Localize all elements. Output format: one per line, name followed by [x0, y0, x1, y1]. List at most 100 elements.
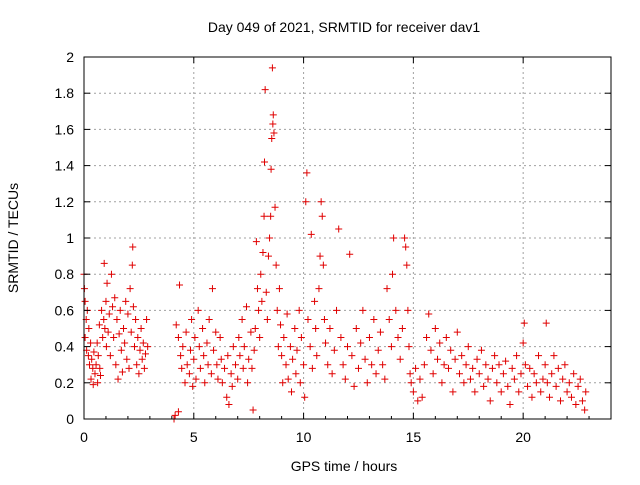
data-point [124, 310, 132, 318]
data-point [554, 364, 562, 372]
data-point [317, 198, 325, 206]
y-tick-label: 1.2 [55, 194, 75, 210]
data-point [122, 297, 130, 305]
data-point [247, 328, 255, 336]
data-point [99, 334, 107, 342]
data-point [291, 325, 299, 332]
data-point [389, 270, 397, 278]
data-point [427, 346, 435, 354]
data-point [179, 343, 187, 351]
data-point [383, 285, 391, 293]
data-point [530, 370, 538, 378]
data-point [260, 212, 268, 220]
data-point [423, 334, 431, 342]
data-point [537, 388, 545, 396]
data-point [491, 352, 499, 360]
data-point [238, 315, 246, 323]
data-point [275, 285, 283, 293]
data-point [409, 388, 417, 396]
data-point [365, 334, 373, 342]
data-point [208, 285, 216, 293]
data-point [407, 379, 415, 387]
data-point [449, 388, 457, 396]
data-point [357, 339, 365, 347]
data-point [581, 406, 589, 414]
data-point [535, 352, 543, 360]
data-point [363, 379, 371, 387]
data-point [252, 238, 260, 246]
data-point [278, 352, 286, 360]
data-point [248, 364, 256, 372]
data-point [394, 334, 402, 342]
data-point [129, 303, 137, 311]
data-point [513, 352, 521, 360]
data-point [344, 343, 351, 351]
data-point [286, 343, 294, 351]
data-point [111, 294, 119, 302]
data-point [520, 319, 528, 327]
data-point [261, 86, 269, 94]
data-point [141, 350, 149, 358]
data-point [195, 343, 203, 351]
data-point [196, 364, 204, 372]
data-point [125, 364, 133, 372]
data-point [144, 343, 152, 351]
data-point [229, 343, 237, 351]
data-point [319, 261, 327, 269]
data-point [110, 334, 118, 342]
data-point [256, 334, 264, 342]
data-point [572, 401, 580, 409]
data-point [131, 343, 139, 351]
data-point [242, 303, 250, 311]
data-point [267, 212, 275, 220]
data-point [300, 361, 308, 369]
data-point [406, 370, 414, 378]
data-point [90, 348, 98, 356]
data-point [135, 370, 143, 378]
data-point [106, 352, 114, 360]
data-point [548, 370, 556, 378]
data-point [403, 261, 411, 269]
data-point [181, 379, 189, 387]
data-point [214, 375, 222, 383]
y-tick-label: 0.6 [55, 302, 75, 318]
data-point [440, 361, 448, 369]
x-tick-label: 10 [296, 429, 312, 445]
data-point [341, 375, 349, 383]
data-point [268, 134, 276, 142]
data-point [172, 321, 180, 329]
data-point [425, 310, 433, 318]
y-tick-labels: 0 0.2 0.4 0.6 0.8 1 1.2 1.4 1.6 1.8 2 [55, 49, 75, 427]
data-point [188, 315, 196, 323]
data-point [466, 375, 474, 383]
x-tick-label: 15 [406, 429, 422, 445]
data-point [218, 379, 226, 387]
data-point [320, 315, 328, 323]
data-point [210, 346, 218, 354]
data-point [227, 370, 235, 378]
data-point [89, 364, 97, 372]
data-point [339, 361, 347, 369]
data-point [335, 225, 343, 233]
data-point [462, 361, 470, 369]
data-point [322, 339, 330, 347]
data-point [567, 393, 575, 401]
data-point [458, 352, 466, 360]
data-point [442, 334, 450, 342]
data-point [271, 203, 279, 211]
data-point [137, 325, 145, 332]
data-point [126, 285, 134, 293]
data-point [203, 339, 211, 347]
data-point [469, 364, 477, 372]
data-point [455, 370, 463, 378]
data-point [194, 306, 202, 314]
data-point [87, 339, 95, 347]
data-point [284, 375, 292, 383]
y-tick-label: 2 [66, 49, 74, 65]
data-point [387, 343, 395, 351]
data-point [546, 393, 554, 401]
data-point [528, 393, 536, 401]
data-point [379, 361, 387, 369]
data-point [81, 334, 89, 342]
